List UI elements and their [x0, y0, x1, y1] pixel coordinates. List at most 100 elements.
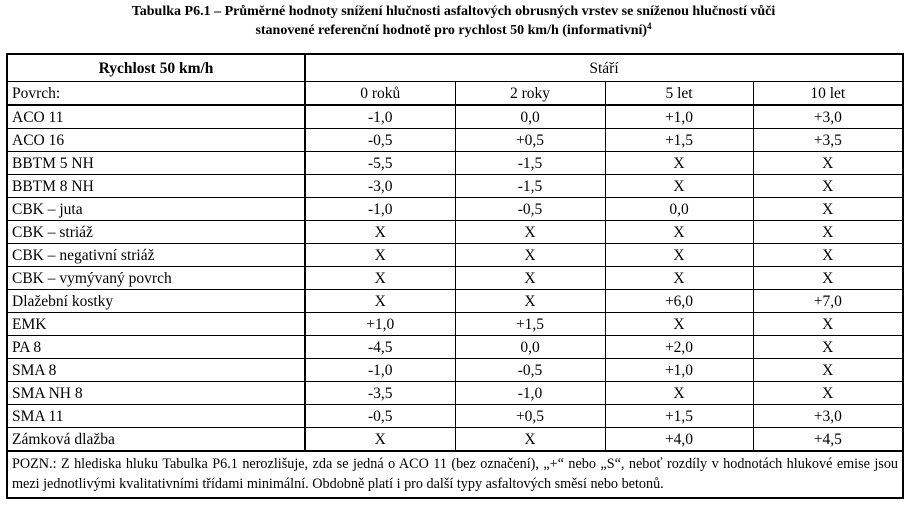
value-cell: +1,5: [454, 312, 606, 336]
value-cell: +3,5: [752, 128, 904, 152]
value-cell: +3,0: [752, 104, 904, 129]
value-cell: X: [752, 381, 904, 405]
surface-cell: Zámková dlažba: [6, 427, 306, 452]
table-row: CBK – vymývaný povrch X X X X: [6, 266, 904, 290]
value-cell: X: [752, 358, 904, 382]
value-cell: X: [752, 266, 904, 290]
table-row: ACO 11 -1,0 0,0 +1,0 +3,0: [6, 104, 904, 129]
value-cell: +4,0: [604, 427, 754, 452]
value-cell: X: [752, 312, 904, 336]
value-cell: X: [604, 312, 754, 336]
surface-cell: CBK – juta: [6, 197, 306, 221]
value-cell: -0,5: [454, 197, 606, 221]
surface-header: Povrch:: [6, 81, 306, 106]
value-cell: X: [752, 197, 904, 221]
value-cell: X: [752, 174, 904, 198]
table-caption: Tabulka P6.1 – Průměrné hodnoty snížení …: [0, 2, 907, 40]
value-cell: +1,0: [304, 312, 456, 336]
surface-cell: ACO 16: [6, 128, 306, 152]
surface-cell: SMA 8: [6, 358, 306, 382]
value-cell: +6,0: [604, 289, 754, 313]
table-row: PA 8 -4,5 0,0 +2,0 X: [6, 335, 904, 359]
age-column-header: 10 let: [752, 81, 904, 106]
table-row: Zámková dlažba X X +4,0 +4,5: [6, 427, 904, 452]
header-row-speed: Rychlost 50 km/h Stáří: [6, 53, 904, 82]
value-cell: X: [454, 266, 606, 290]
table-row: BBTM 5 NH -5,5 -1,5 X X: [6, 151, 904, 175]
value-cell: -4,5: [304, 335, 456, 359]
surface-cell: SMA 11: [6, 404, 306, 428]
footnote-reference: 4: [647, 21, 652, 31]
value-cell: -0,5: [304, 404, 456, 428]
value-cell: X: [752, 151, 904, 175]
age-column-header: 5 let: [604, 81, 754, 106]
value-cell: X: [604, 243, 754, 267]
value-cell: X: [304, 266, 456, 290]
value-cell: +7,0: [752, 289, 904, 313]
table-row: ACO 16 -0,5 +0,5 +1,5 +3,5: [6, 128, 904, 152]
surface-cell: EMK: [6, 312, 306, 336]
value-cell: -1,0: [304, 358, 456, 382]
surface-cell: Dlažební kostky: [6, 289, 306, 313]
value-cell: X: [304, 243, 456, 267]
header-row-columns: Povrch: 0 roků 2 roky 5 let 10 let: [6, 81, 904, 106]
surface-cell: BBTM 5 NH: [6, 151, 306, 175]
value-cell: X: [454, 243, 606, 267]
value-cell: X: [454, 220, 606, 244]
age-column-header: 0 roků: [304, 81, 456, 106]
surface-cell: CBK – negativní striáž: [6, 243, 306, 267]
value-cell: +0,5: [454, 128, 606, 152]
table-row: EMK +1,0 +1,5 X X: [6, 312, 904, 336]
value-cell: 0,0: [454, 335, 606, 359]
value-cell: -3,5: [304, 381, 456, 405]
value-cell: X: [454, 427, 606, 452]
value-cell: X: [304, 220, 456, 244]
surface-cell: PA 8: [6, 335, 306, 359]
table-row: SMA 11 -0,5 +0,5 +1,5 +3,0: [6, 404, 904, 428]
note-row: POZN.: Z hlediska hluku Tabulka P6.1 ner…: [6, 450, 904, 499]
table-row: CBK – juta -1,0 -0,5 0,0 X: [6, 197, 904, 221]
value-cell: -1,5: [454, 151, 606, 175]
table-row: BBTM 8 NH -3,0 -1,5 X X: [6, 174, 904, 198]
age-column-header: 2 roky: [454, 81, 606, 106]
value-cell: +0,5: [454, 404, 606, 428]
value-cell: -5,5: [304, 151, 456, 175]
table-row: CBK – negativní striáž X X X X: [6, 243, 904, 267]
table-row: SMA NH 8 -3,5 -1,0 X X: [6, 381, 904, 405]
table-row: CBK – striáž X X X X: [6, 220, 904, 244]
table-row: SMA 8 -1,0 -0,5 +1,0 X: [6, 358, 904, 382]
speed-header: Rychlost 50 km/h: [6, 53, 306, 82]
noise-reduction-table: Rychlost 50 km/h Stáří Povrch: 0 roků 2 …: [6, 53, 905, 499]
value-cell: X: [604, 151, 754, 175]
table-row: Dlažební kostky X X +6,0 +7,0: [6, 289, 904, 313]
value-cell: X: [604, 174, 754, 198]
value-cell: +4,5: [752, 427, 904, 452]
value-cell: X: [304, 289, 456, 313]
value-cell: X: [604, 381, 754, 405]
table-note: POZN.: Z hlediska hluku Tabulka P6.1 ner…: [6, 450, 904, 499]
value-cell: 0,0: [454, 104, 606, 129]
value-cell: X: [752, 220, 904, 244]
caption-line-1: Tabulka P6.1 – Průměrné hodnoty snížení …: [131, 4, 776, 19]
value-cell: X: [454, 289, 606, 313]
value-cell: -0,5: [454, 358, 606, 382]
age-header: Stáří: [303, 53, 904, 82]
value-cell: +1,5: [604, 128, 754, 152]
surface-cell: CBK – striáž: [6, 220, 306, 244]
value-cell: +1,0: [604, 104, 754, 129]
value-cell: X: [752, 335, 904, 359]
value-cell: -1,0: [304, 104, 456, 129]
value-cell: -0,5: [304, 128, 456, 152]
value-cell: +3,0: [752, 404, 904, 428]
value-cell: X: [304, 427, 456, 452]
value-cell: -1,5: [454, 174, 606, 198]
value-cell: -1,0: [304, 197, 456, 221]
value-cell: +2,0: [604, 335, 754, 359]
value-cell: X: [752, 243, 904, 267]
caption-line-2: stanovené referenční hodnotě pro rychlos…: [0, 21, 907, 40]
surface-cell: BBTM 8 NH: [6, 174, 306, 198]
value-cell: +1,5: [604, 404, 754, 428]
value-cell: +1,0: [604, 358, 754, 382]
value-cell: 0,0: [604, 197, 754, 221]
value-cell: -1,0: [454, 381, 606, 405]
